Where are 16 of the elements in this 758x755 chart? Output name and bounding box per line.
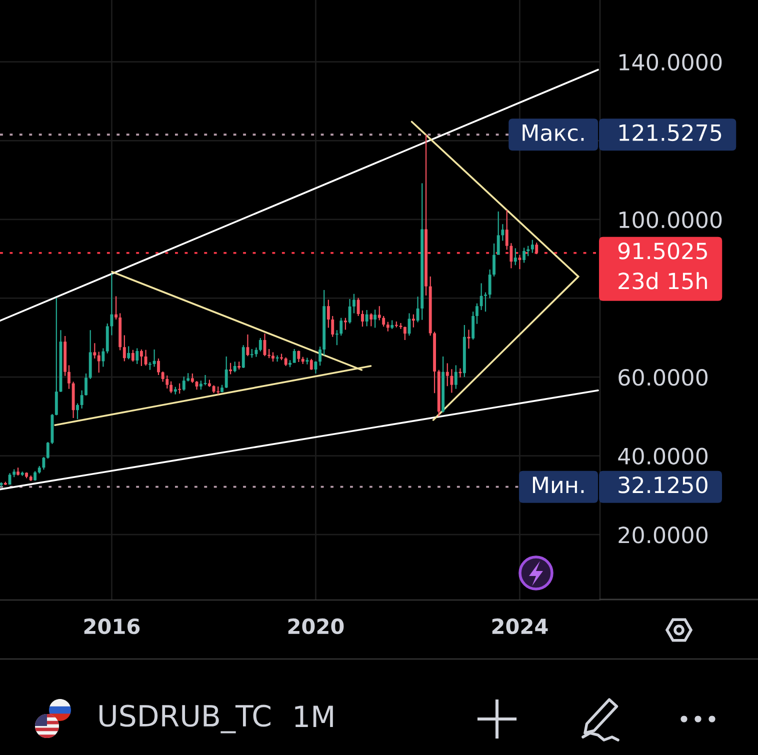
- ref-line-label: Мин.: [532, 476, 584, 493]
- text: USDRUB_TC: [100, 704, 270, 734]
- x-tick-label: 2016: [84, 618, 140, 634]
- text: 121.5275: [619, 124, 722, 142]
- ref-line-label: 23d 15h: [618, 272, 707, 290]
- y-tick-label: 20.0000: [618, 526, 708, 544]
- text: 32.1250: [618, 476, 708, 494]
- y-tick-label: 140.0000: [620, 54, 722, 71]
- ref-line-label: Макс.: [522, 124, 584, 142]
- y-tick-label: 40.0000: [618, 448, 708, 465]
- x-tick-label: 2024: [492, 618, 548, 634]
- text: 1M: [295, 706, 333, 728]
- y-tick-label: 60.0000: [618, 368, 708, 386]
- x-tick-label: 2020: [288, 618, 344, 634]
- y-tick-label: 100.0000: [620, 211, 722, 228]
- text: 91.5025: [618, 242, 707, 260]
